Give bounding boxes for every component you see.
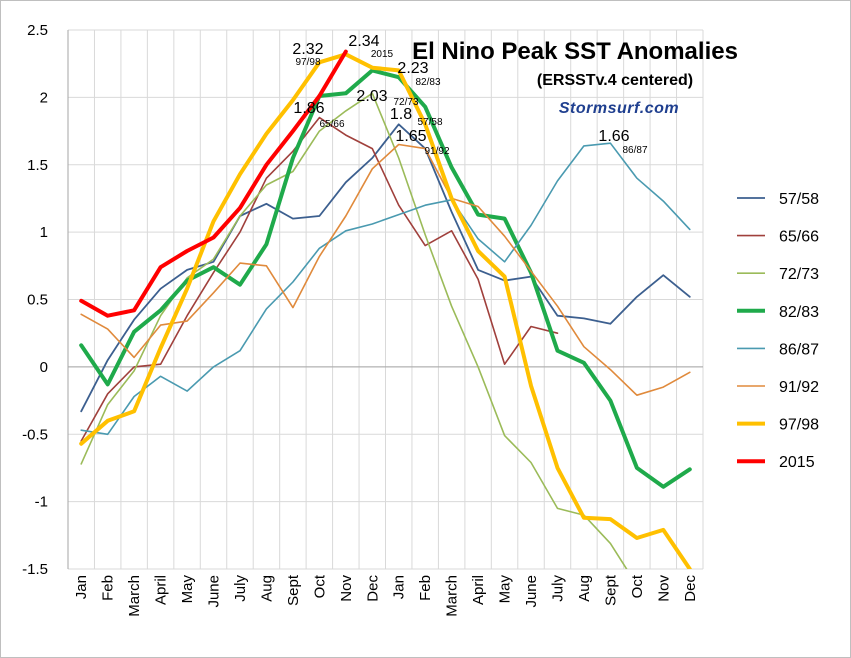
peak-season-label: 82/83 (415, 77, 440, 88)
peak-season-label: 97/98 (295, 57, 320, 68)
peak-season-label: 65/66 (319, 119, 344, 130)
peak-season-label: 57/58 (417, 117, 442, 128)
x-tick-label: April (470, 575, 487, 605)
x-tick-label: Nov (338, 575, 355, 602)
chart-text: El Nino Peak SST Anomalies (ERSSTv.4 cen… (412, 38, 738, 117)
x-tick-label: Aug (258, 575, 275, 602)
peak-value-label: 2.34 (348, 33, 379, 50)
peak-season-label: 72/73 (393, 97, 418, 108)
x-tick-label: Oct (629, 574, 646, 598)
x-tick-label: March (126, 575, 143, 617)
series-line-82-83 (79, 68, 692, 489)
legend: 57/58 65/66 72/73 82/83 86/87 91/92 97/98 2015 (737, 191, 819, 471)
peak-value-label: 2.32 (292, 41, 323, 58)
x-tick-label: April (153, 575, 170, 605)
x-tick-label: Feb (417, 575, 434, 601)
series-lines (79, 49, 692, 569)
y-tick-label: 2 (40, 89, 48, 106)
y-tick-label: 1 (40, 224, 48, 241)
legend-label: 86/87 (779, 341, 819, 358)
y-tick-label: 0.5 (27, 292, 48, 309)
axes: 2.5 2 1.5 1 0.5 0 -0.5 -1 -1.5 Jan Feb March April Ma… (22, 22, 703, 617)
y-tick-label: 2.5 (27, 22, 48, 39)
peak-value-label: 2.23 (397, 60, 428, 77)
legend-label: 65/66 (779, 229, 819, 246)
x-tick-label: July (232, 575, 249, 602)
x-tick-label: Dec (364, 575, 381, 602)
y-tick-label: -0.5 (22, 426, 48, 443)
x-tick-label: Jan (391, 575, 408, 599)
peak-season-label: 2015 (371, 49, 394, 60)
legend-label: 2015 (779, 454, 815, 471)
chart-title: El Nino Peak SST Anomalies (412, 38, 738, 65)
x-tick-label: Oct (311, 574, 328, 598)
x-tick-label: Jan (73, 575, 90, 599)
series-line-86-87 (80, 142, 691, 436)
x-tick-label: July (549, 575, 566, 602)
peak-value-label: 1.8 (390, 106, 412, 123)
x-tick-label: March (444, 575, 461, 617)
peak-value-label: 1.86 (293, 100, 324, 117)
peak-value-label: 1.66 (598, 128, 629, 145)
peak-season-label: 91/92 (424, 146, 449, 157)
legend-label: 57/58 (779, 191, 819, 208)
x-tick-label: May (497, 575, 514, 604)
y-tick-label: 1.5 (27, 157, 48, 174)
y-tick-label: -1.5 (22, 561, 48, 578)
x-tick-label: Feb (100, 575, 117, 601)
x-tick-label: Aug (576, 575, 593, 602)
peak-value-label: 1.65 (395, 128, 426, 145)
peak-season-label: 86/87 (622, 145, 647, 156)
x-tick-label: Nov (655, 575, 672, 602)
series-line-97-98 (79, 52, 692, 569)
legend-label: 72/73 (779, 266, 819, 283)
legend-label: 91/92 (779, 379, 819, 396)
series-line-91-92 (80, 143, 691, 396)
series-line-57-58 (80, 123, 691, 413)
peak-value-label: 2.03 (356, 88, 387, 105)
x-tick-label: Sept (602, 574, 619, 606)
x-tick-label: June (206, 575, 223, 608)
legend-label: 97/98 (779, 417, 819, 434)
x-tick-label: May (179, 575, 196, 604)
y-tick-label: -1 (35, 494, 48, 511)
y-tick-label: 0 (40, 359, 48, 376)
chart-subtitle: (ERSSTv.4 centered) (537, 72, 693, 89)
legend-label: 82/83 (779, 304, 819, 321)
x-tick-label: Dec (682, 575, 699, 602)
series-line-2015 (79, 49, 348, 318)
x-tick-label: Sept (285, 574, 302, 606)
x-tick-label: June (523, 575, 540, 608)
brand-logo-text: Stormsurf.com (559, 100, 679, 117)
